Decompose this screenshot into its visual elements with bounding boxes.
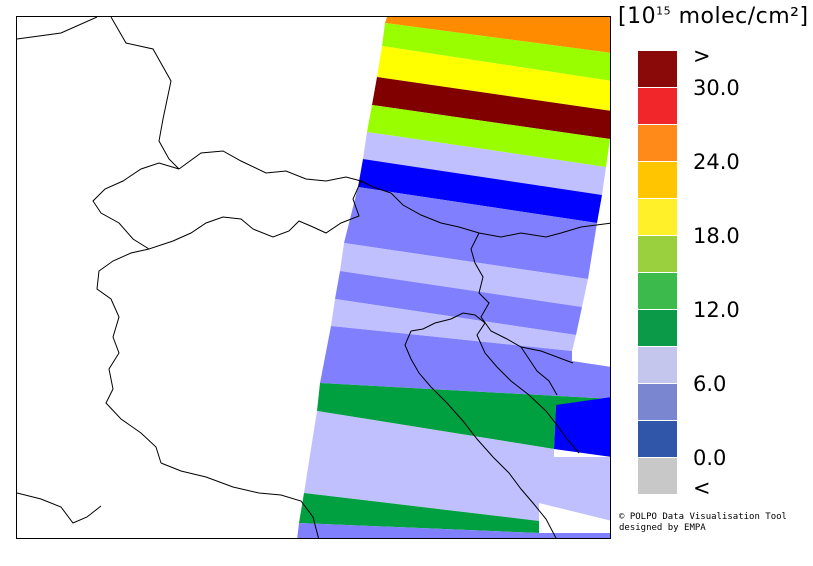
satellite-swath [297,17,610,538]
legend-swatch-4 [638,310,677,346]
swath-band-yellow [377,46,610,111]
swath-band-periwinkle [344,187,597,279]
legend-tick-label: 24.0 [693,150,740,174]
legend-tick-label: < [693,476,711,500]
swath-band-lavender [363,132,606,195]
legend-swatch-10 [638,88,677,124]
swath-band-lavender-3 [331,299,576,351]
legend-unit-label: [1015 molec/cm²] [618,4,809,29]
swath-band-periwinkle-3 [320,326,610,399]
legend-tick-label: 12.0 [693,298,740,322]
map-canvas [17,17,610,538]
credit-text: © POLPO Data Visualisation Tool designed… [619,512,787,534]
map-panel[interactable] [16,16,611,539]
swath-band-periwinkle-2 [335,271,582,335]
legend-tick-label: > [693,44,711,68]
swath-band-blue-2 [554,397,610,457]
legend-swatch-7 [638,199,677,235]
legend-tick-label: 18.0 [693,224,740,248]
coast-italy-east [404,330,557,538]
swath-band-green-2 [299,493,539,533]
swath-band-lavender-4 [304,411,610,521]
border-istria [520,346,558,396]
legend-unit-exponent: 15 [656,4,672,18]
legend-swatch-6 [638,236,677,272]
swath-band-lime [382,23,610,81]
legend-swatch-3 [638,347,677,383]
swath-band-blue [358,159,602,223]
swath-band-periwinkle-4 [297,523,610,538]
border-france-north [17,17,180,170]
legend-swatch-0 [638,458,677,494]
legend-swatch-1 [638,421,677,457]
legend-unit-suffix: molec/cm²] [671,4,809,29]
legend-swatch-8 [638,162,677,198]
credit-line-1: © POLPO Data Visualisation Tool [619,512,787,522]
border-italy-interior [160,462,319,538]
country-borders [17,17,610,538]
legend-unit-prefix: [10 [618,4,657,29]
swath-band-green [317,383,610,449]
legend-swatch-2 [638,384,677,420]
swath-band-orange [385,17,610,53]
swath-band-maroon [372,77,610,139]
border-slovenia [470,232,574,364]
credit-line-2: designed by EMPA [619,523,706,533]
border-switzerland [92,150,362,250]
swath-band-lavender-2 [340,243,588,307]
swath-band-lime-2 [367,105,610,167]
coast-liguria [17,492,102,524]
border-austria-italy [360,180,610,238]
legend-swatch-11 [638,51,677,87]
legend-tick-label: 0.0 [693,446,727,470]
coast-north-adriatic [410,312,580,454]
legend-swatch-9 [638,125,677,161]
legend-swatch-5 [638,273,677,309]
legend-tick-label: 30.0 [693,76,740,100]
legend-tick-label: 6.0 [693,372,727,396]
border-france-italy [96,248,162,464]
